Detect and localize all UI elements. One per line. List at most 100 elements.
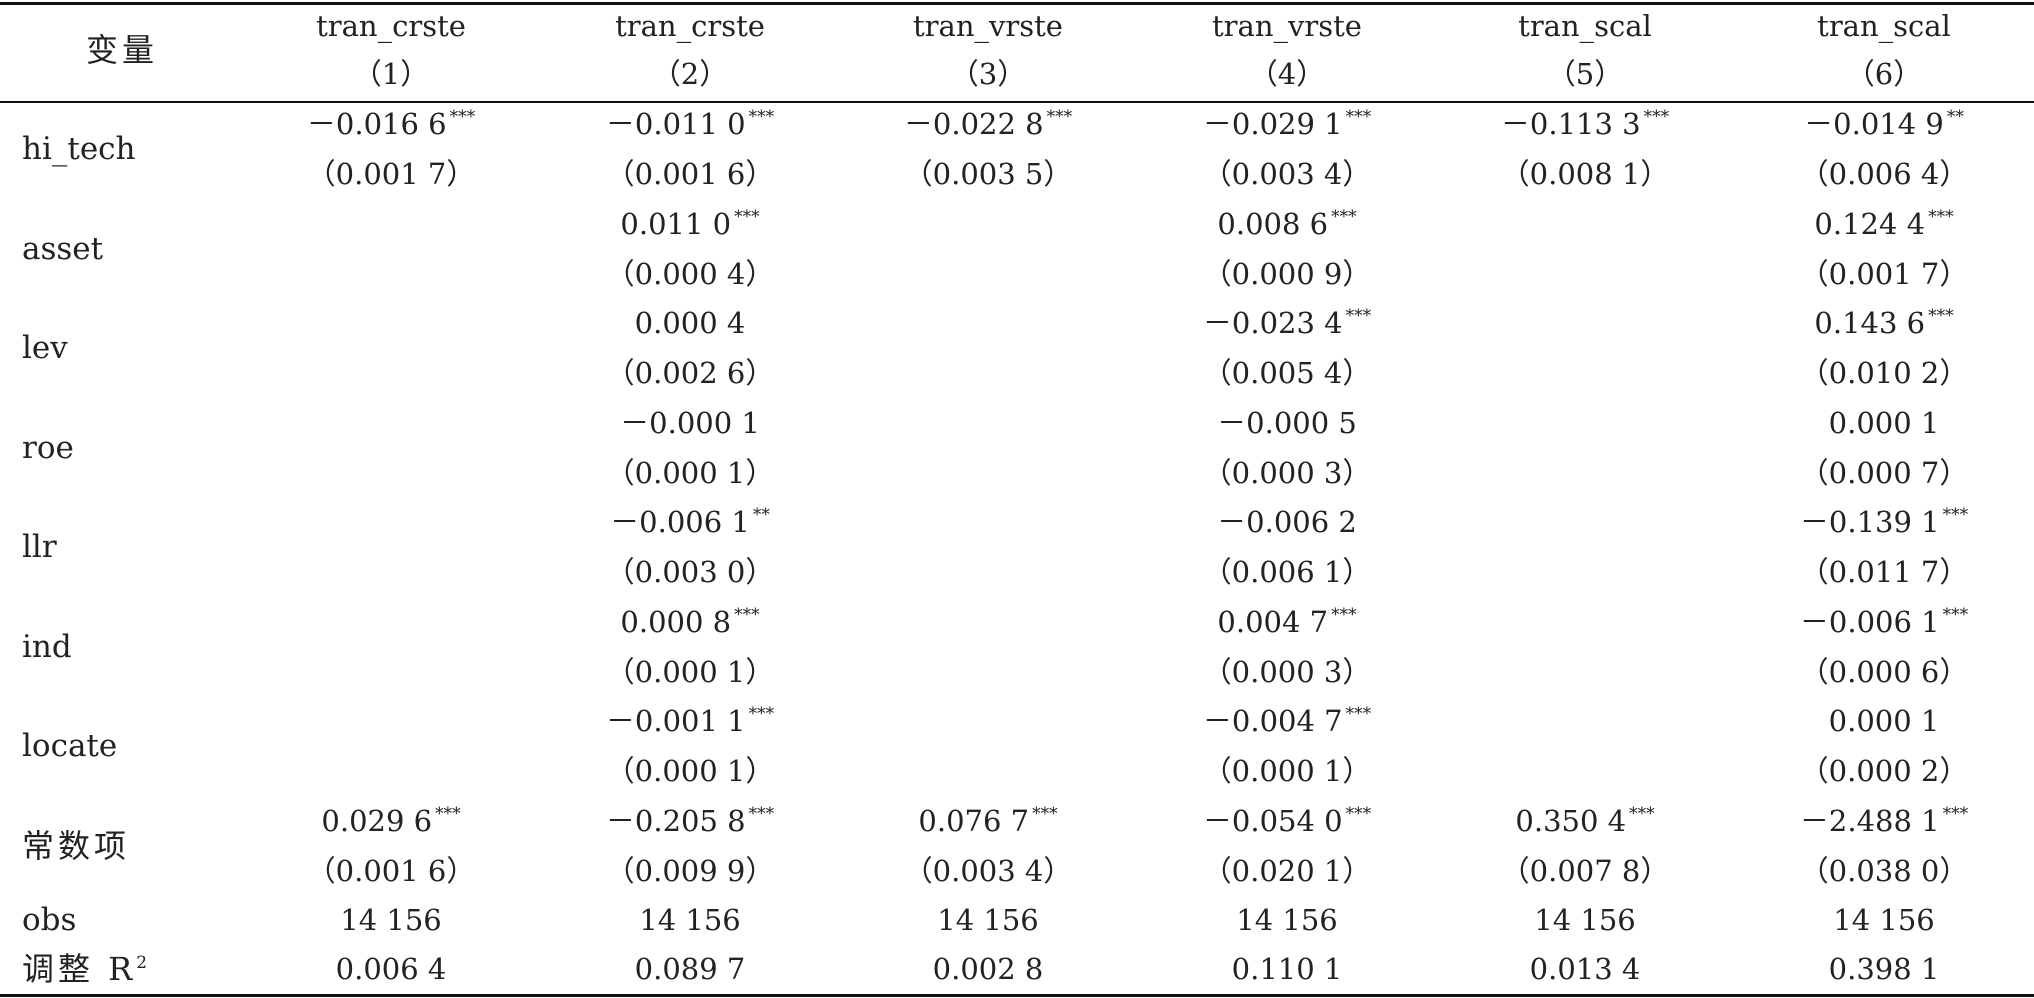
coefficient: 0.000 1 bbox=[1828, 704, 1940, 738]
standard-error: （0.020 1） bbox=[1202, 853, 1372, 888]
row-label: locate bbox=[22, 728, 118, 764]
obs-value: 14 156 bbox=[1833, 903, 1935, 937]
bottom-rule bbox=[0, 994, 2034, 997]
significance-stars: *** bbox=[449, 107, 476, 127]
adj-r2-value: 0.089 7 bbox=[634, 952, 746, 986]
standard-error: （0.001 6） bbox=[306, 853, 476, 888]
row-label: hi_tech bbox=[22, 131, 136, 167]
adj-r2-value: 0.002 8 bbox=[932, 952, 1044, 986]
coefficient: 0.350 4 *** bbox=[1515, 803, 1655, 838]
standard-error: （0.006 1） bbox=[1202, 555, 1372, 589]
significance-stars: *** bbox=[1345, 704, 1372, 724]
significance-stars: *** bbox=[734, 604, 760, 625]
standard-error: （0.006 4） bbox=[1799, 157, 1969, 191]
coefficient: －0.029 1 *** bbox=[1202, 107, 1372, 141]
significance-stars: *** bbox=[1345, 803, 1372, 824]
coefficient: －0.006 2 bbox=[1217, 505, 1357, 539]
obs-value: 14 156 bbox=[639, 903, 741, 937]
standard-error: （0.000 1） bbox=[605, 654, 775, 689]
coefficient: 0.124 4 *** bbox=[1814, 206, 1954, 241]
significance-stars: *** bbox=[1331, 206, 1357, 227]
significance-stars: *** bbox=[1942, 604, 1969, 625]
significance-stars: *** bbox=[748, 803, 775, 824]
column-header-number: （2） bbox=[651, 57, 729, 91]
column-header-name: tran_scal bbox=[1518, 9, 1652, 43]
standard-error: （0.000 3） bbox=[1202, 654, 1372, 689]
row-label: asset bbox=[22, 230, 104, 267]
significance-stars: *** bbox=[1345, 306, 1372, 326]
standard-error: （0.003 0） bbox=[605, 555, 775, 589]
significance-stars: *** bbox=[1345, 107, 1372, 127]
variable-header: 变量 bbox=[85, 31, 159, 69]
significance-stars: *** bbox=[748, 107, 775, 127]
coefficient: 0.011 0 *** bbox=[620, 206, 760, 241]
standard-error: （0.000 1） bbox=[1202, 754, 1372, 788]
standard-error: （0.005 4） bbox=[1202, 356, 1372, 390]
standard-error: （0.003 5） bbox=[903, 157, 1073, 191]
coefficient: －0.001 1 *** bbox=[605, 704, 775, 738]
standard-error: （0.003 4） bbox=[903, 853, 1073, 888]
coefficient: －0.006 1 *** bbox=[1799, 604, 1969, 639]
coefficient: －0.014 9 ** bbox=[1804, 107, 1964, 141]
standard-error: （0.000 1） bbox=[605, 455, 775, 490]
coefficient: －0.023 4 *** bbox=[1202, 306, 1372, 340]
coefficient: 0.004 7 *** bbox=[1217, 604, 1357, 639]
standard-error: （0.001 7） bbox=[1799, 256, 1969, 291]
significance-stars: *** bbox=[435, 803, 461, 824]
column-header-name: tran_crste bbox=[316, 9, 466, 43]
column-header-number: （1） bbox=[352, 57, 430, 91]
adj-r2-value: 0.006 4 bbox=[335, 952, 447, 986]
coefficient: 0.000 1 bbox=[1828, 405, 1940, 440]
coefficient: 0.000 8 *** bbox=[620, 604, 760, 639]
coefficient: －0.139 1 *** bbox=[1799, 505, 1969, 539]
row-label: roe bbox=[22, 429, 74, 466]
standard-error: （0.000 6） bbox=[1799, 654, 1969, 689]
column-header-number: （6） bbox=[1845, 57, 1923, 91]
coefficient: 0.143 6 *** bbox=[1814, 306, 1954, 340]
coefficient: 0.076 7 *** bbox=[918, 803, 1058, 838]
column-header-number: （5） bbox=[1546, 57, 1624, 91]
coefficient: －0.011 0 *** bbox=[605, 107, 775, 141]
row-label: llr bbox=[22, 529, 57, 565]
column-header-name: tran_vrste bbox=[1212, 9, 1362, 43]
standard-error: （0.001 6） bbox=[605, 157, 775, 191]
coefficient: 0.029 6 *** bbox=[321, 803, 461, 838]
standard-error: （0.003 4） bbox=[1202, 157, 1372, 191]
significance-stars: ** bbox=[1946, 107, 1964, 127]
coefficient: －0.113 3 *** bbox=[1500, 107, 1670, 141]
row-label: ind bbox=[22, 628, 72, 665]
coefficient: －0.016 6 *** bbox=[306, 107, 476, 141]
obs-value: 14 156 bbox=[1534, 903, 1636, 937]
significance-stars: *** bbox=[1942, 505, 1969, 525]
standard-error: （0.002 6） bbox=[605, 356, 775, 390]
adj-r2-value: 0.013 4 bbox=[1529, 952, 1641, 986]
standard-error: （0.000 3） bbox=[1202, 455, 1372, 490]
obs-value: 14 156 bbox=[1236, 903, 1338, 937]
standard-error: （0.000 4） bbox=[605, 256, 775, 291]
significance-stars: *** bbox=[748, 704, 775, 724]
column-header-name: tran_scal bbox=[1817, 9, 1951, 43]
standard-error: （0.010 2） bbox=[1799, 356, 1969, 390]
significance-stars: *** bbox=[1942, 803, 1969, 824]
standard-error: （0.000 7） bbox=[1799, 455, 1969, 490]
header-rule bbox=[0, 101, 2034, 103]
column-header-name: tran_vrste bbox=[913, 9, 1063, 43]
significance-stars: *** bbox=[1331, 604, 1357, 625]
significance-stars: ** bbox=[752, 505, 770, 525]
coefficient: －0.000 1 bbox=[620, 405, 760, 440]
standard-error: （0.000 2） bbox=[1799, 754, 1969, 788]
standard-error: （0.001 7） bbox=[306, 157, 476, 191]
coefficient: 0.000 4 bbox=[634, 306, 746, 340]
coefficient: －0.006 1 ** bbox=[610, 505, 770, 539]
row-label: lev bbox=[22, 330, 68, 366]
standard-error: （0.000 1） bbox=[605, 754, 775, 788]
top-rule bbox=[0, 2, 2034, 5]
standard-error: （0.008 1） bbox=[1500, 157, 1670, 191]
row-label-adj-r2: 调整 R2 bbox=[22, 950, 152, 988]
row-label-obs: obs bbox=[22, 902, 77, 938]
standard-error: （0.038 0） bbox=[1799, 853, 1969, 888]
standard-error: （0.007 8） bbox=[1500, 853, 1670, 888]
coefficient: －0.205 8 *** bbox=[605, 803, 775, 838]
obs-value: 14 156 bbox=[340, 903, 442, 937]
obs-value: 14 156 bbox=[937, 903, 1039, 937]
